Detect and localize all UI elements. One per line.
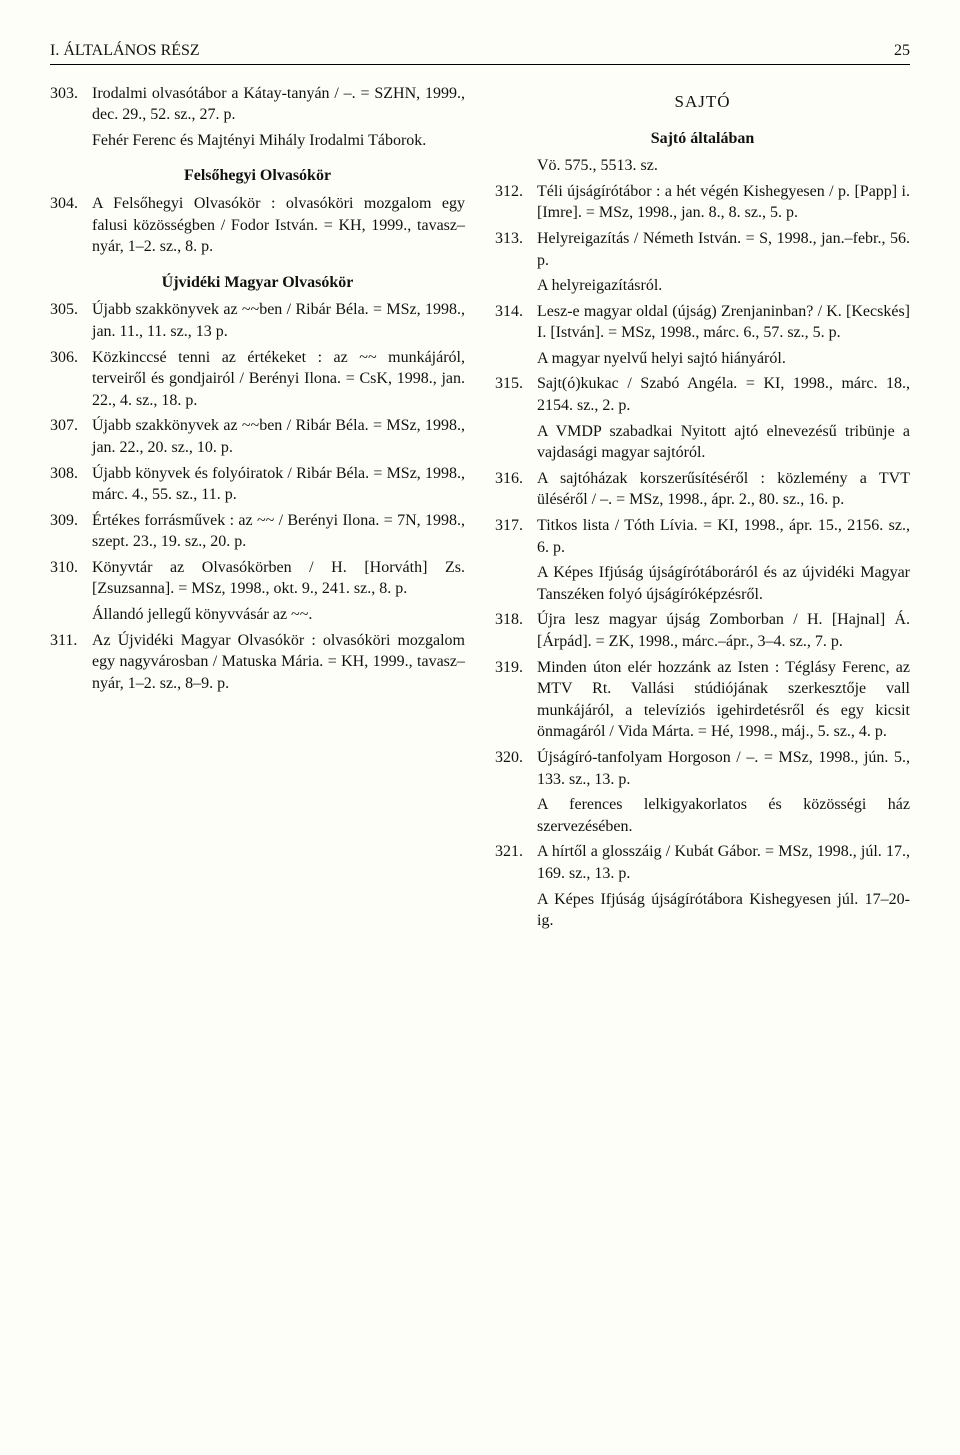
- entry-number: 312.: [495, 181, 537, 224]
- bibliography-entry: 305. Újabb szakkönyvek az ~~ben / Ribár …: [50, 299, 465, 342]
- header-page-number: 25: [894, 40, 910, 62]
- bibliography-entry: 320. Újságíró-tanfolyam Horgoson / –. = …: [495, 747, 910, 790]
- entry-number: 306.: [50, 347, 92, 412]
- entry-number: 314.: [495, 301, 537, 344]
- section-heading: Sajtó általában: [495, 128, 910, 150]
- entry-text: Irodalmi olvasótábor a Kátay-tanyán / –.…: [92, 83, 465, 126]
- bibliography-entry: 315. Sajt(ó)kukac / Szabó Angéla. = KI, …: [495, 373, 910, 416]
- entry-number: 309.: [50, 510, 92, 553]
- entry-number: 310.: [50, 557, 92, 600]
- entry-text: Újabb könyvek és folyóiratok / Ribár Bél…: [92, 463, 465, 506]
- entry-text: Sajt(ó)kukac / Szabó Angéla. = KI, 1998.…: [537, 373, 910, 416]
- bibliography-entry: 321. A hírtől a glosszáig / Kubát Gábor.…: [495, 841, 910, 884]
- entry-text: Könyvtár az Olvasókörben / H. [Horváth] …: [92, 557, 465, 600]
- main-section-heading: SAJTÓ: [495, 91, 910, 114]
- entry-number: 303.: [50, 83, 92, 126]
- entry-text: Értékes forrásművek : az ~~ / Berényi Il…: [92, 510, 465, 553]
- bibliography-entry: 311. Az Újvidéki Magyar Olvasókör : olva…: [50, 630, 465, 695]
- entry-subline: A ferences lelkigyakorlatos és közösségi…: [537, 794, 910, 837]
- entry-number: 319.: [495, 657, 537, 743]
- entry-number: 321.: [495, 841, 537, 884]
- bibliography-entry: 309. Értékes forrásművek : az ~~ / Berén…: [50, 510, 465, 553]
- entry-number: 316.: [495, 468, 537, 511]
- section-heading: Újvidéki Magyar Olvasókör: [50, 272, 465, 294]
- entry-text: Újra lesz magyar újság Zomborban / H. [H…: [537, 609, 910, 652]
- entry-number: 305.: [50, 299, 92, 342]
- entry-text: Újságíró-tanfolyam Horgoson / –. = MSz, …: [537, 747, 910, 790]
- entry-text: Közkinccsé tenni az értékeket : az ~~ mu…: [92, 347, 465, 412]
- entry-text: A sajtóházak korszerűsítéséről : közlemé…: [537, 468, 910, 511]
- entry-text: Lesz-e magyar oldal (újság) Zrenjaninban…: [537, 301, 910, 344]
- bibliography-entry: 310. Könyvtár az Olvasókörben / H. [Horv…: [50, 557, 465, 600]
- entry-subline: A VMDP szabadkai Nyitott ajtó elnevezésű…: [537, 421, 910, 464]
- entry-number: 320.: [495, 747, 537, 790]
- left-column: 303. Irodalmi olvasótábor a Kátay-tanyán…: [50, 83, 465, 936]
- page-header: I. ÁLTALÁNOS RÉSZ 25: [50, 40, 910, 65]
- entry-number: 311.: [50, 630, 92, 695]
- bibliography-entry: 304. A Felsőhegyi Olvasókör : olvasóköri…: [50, 193, 465, 258]
- bibliography-entry: 312. Téli újságírótábor : a hét végén Ki…: [495, 181, 910, 224]
- entry-text: Helyreigazítás / Németh István. = S, 199…: [537, 228, 910, 271]
- section-heading: Felsőhegyi Olvasókör: [50, 165, 465, 187]
- bibliography-entry: 303. Irodalmi olvasótábor a Kátay-tanyán…: [50, 83, 465, 126]
- entry-text: Az Újvidéki Magyar Olvasókör : olvasókör…: [92, 630, 465, 695]
- entry-subline: Állandó jellegű könyvvásár az ~~.: [92, 604, 465, 626]
- bibliography-entry: 313. Helyreigazítás / Németh István. = S…: [495, 228, 910, 271]
- bibliography-entry: 317. Titkos lista / Tóth Lívia. = KI, 19…: [495, 515, 910, 558]
- entry-number: 318.: [495, 609, 537, 652]
- entry-subline: A magyar nyelvű helyi sajtó hiányáról.: [537, 348, 910, 370]
- entry-subline: Fehér Ferenc és Majtényi Mihály Irodalmi…: [92, 130, 465, 152]
- bibliography-entry: 306. Közkinccsé tenni az értékeket : az …: [50, 347, 465, 412]
- content-columns: 303. Irodalmi olvasótábor a Kátay-tanyán…: [50, 83, 910, 936]
- entry-number: 317.: [495, 515, 537, 558]
- entry-text: Újabb szakkönyvek az ~~ben / Ribár Béla.…: [92, 299, 465, 342]
- entry-subline: A helyreigazításról.: [537, 275, 910, 297]
- bibliography-entry: 307. Újabb szakkönyvek az ~~ben / Ribár …: [50, 415, 465, 458]
- cross-reference: Vö. 575., 5513. sz.: [537, 155, 910, 177]
- entry-subline: A Képes Ifjúság újságírótáboráról és az …: [537, 562, 910, 605]
- entry-text: A Felsőhegyi Olvasókör : olvasóköri mozg…: [92, 193, 465, 258]
- entry-number: 307.: [50, 415, 92, 458]
- bibliography-entry: 318. Újra lesz magyar újság Zomborban / …: [495, 609, 910, 652]
- entry-number: 304.: [50, 193, 92, 258]
- entry-text: Minden úton elér hozzánk az Isten : Tégl…: [537, 657, 910, 743]
- header-left: I. ÁLTALÁNOS RÉSZ: [50, 40, 200, 62]
- entry-text: Újabb szakkönyvek az ~~ben / Ribár Béla.…: [92, 415, 465, 458]
- bibliography-entry: 308. Újabb könyvek és folyóiratok / Ribá…: [50, 463, 465, 506]
- right-column: SAJTÓ Sajtó általában Vö. 575., 5513. sz…: [495, 83, 910, 936]
- entry-number: 315.: [495, 373, 537, 416]
- entry-subline: A Képes Ifjúság újságírótábora Kishegyes…: [537, 889, 910, 932]
- entry-number: 308.: [50, 463, 92, 506]
- entry-text: A hírtől a glosszáig / Kubát Gábor. = MS…: [537, 841, 910, 884]
- entry-number: 313.: [495, 228, 537, 271]
- entry-text: Titkos lista / Tóth Lívia. = KI, 1998., …: [537, 515, 910, 558]
- entry-text: Téli újságírótábor : a hét végén Kishegy…: [537, 181, 910, 224]
- bibliography-entry: 319. Minden úton elér hozzánk az Isten :…: [495, 657, 910, 743]
- bibliography-entry: 314. Lesz-e magyar oldal (újság) Zrenjan…: [495, 301, 910, 344]
- bibliography-entry: 316. A sajtóházak korszerűsítéséről : kö…: [495, 468, 910, 511]
